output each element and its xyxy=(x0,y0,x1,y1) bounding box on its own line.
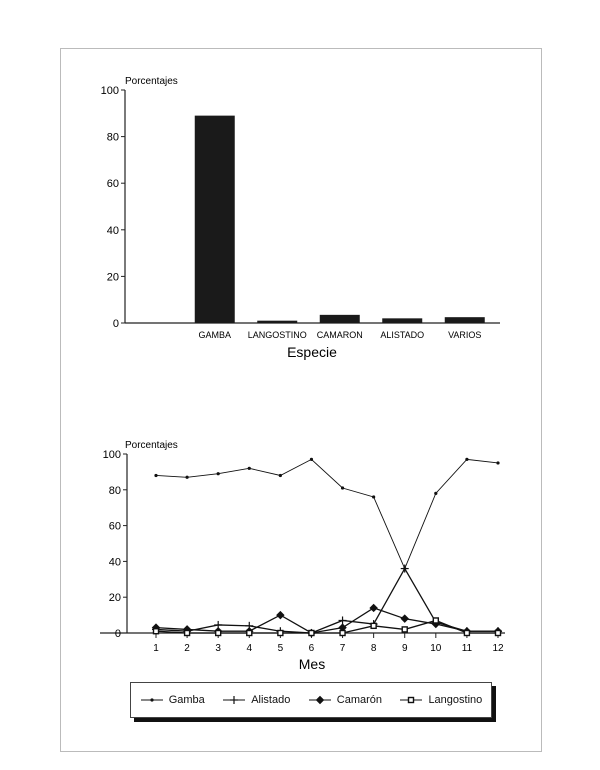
data-point-langostino xyxy=(339,629,346,637)
legend-swatch-icon xyxy=(223,696,246,704)
bar-category-label: ALISTADO xyxy=(380,330,424,340)
legend-label: Gamba xyxy=(168,694,205,706)
data-point-langostino xyxy=(432,617,440,624)
data-point-gamba xyxy=(216,472,220,476)
bar-camaron xyxy=(319,314,360,323)
data-point-camarón xyxy=(338,623,347,632)
legend-marker xyxy=(150,698,154,702)
legend-label: Langostino xyxy=(428,694,483,706)
data-point-langostino xyxy=(214,629,222,637)
line-y-tick-label: 100 xyxy=(103,449,121,461)
data-point-gamba xyxy=(309,457,314,461)
data-point-gamba xyxy=(496,461,500,465)
legend-swatch-icon xyxy=(400,696,423,704)
series-line-langostino xyxy=(155,619,498,634)
legend-swatch-icon xyxy=(308,695,331,705)
data-point-langostino xyxy=(246,629,253,637)
bar-category-label: VARIOS xyxy=(448,330,481,340)
bar-y-tick-label: 80 xyxy=(107,132,119,144)
legend-swatch-icon xyxy=(140,698,163,702)
line-x-axis-label: Mes xyxy=(299,656,325,672)
data-point-langostino xyxy=(277,629,284,637)
legend-label: Camarón xyxy=(336,694,383,706)
line-chart-legend: Gamba Alistado Camarón Langostino xyxy=(130,682,492,718)
bar-category-label: GAMBA xyxy=(198,330,231,340)
line-x-tick-label: 7 xyxy=(340,643,346,654)
bar-y-axis-label: Porcentajes xyxy=(125,76,178,87)
line-y-tick-label: 80 xyxy=(109,485,121,497)
bar-langostino xyxy=(257,320,298,323)
data-point-gamba xyxy=(278,473,282,478)
bar-y-tick-label: 20 xyxy=(107,271,119,283)
legend-item: Alistado xyxy=(222,694,290,706)
legend-item: Langostino xyxy=(399,694,482,706)
line-y-tick-label: 60 xyxy=(109,521,121,533)
data-point-langostino xyxy=(463,629,471,637)
data-point-langostino xyxy=(152,628,160,635)
page-frame xyxy=(60,48,542,752)
legend-label: Alistado xyxy=(251,694,291,706)
bar-y-tick-label: 60 xyxy=(107,178,119,190)
bar-gamba xyxy=(194,115,235,323)
line-x-tick-label: 11 xyxy=(462,643,473,654)
line-x-tick-label: 1 xyxy=(153,643,159,654)
line-x-tick-label: 10 xyxy=(430,643,442,654)
line-y-axis-label: Porcentajes xyxy=(125,440,178,451)
line-y-tick-label: 0 xyxy=(115,628,121,640)
line-x-tick-label: 3 xyxy=(215,643,221,654)
data-point-camarón xyxy=(400,614,409,623)
data-point-gamba xyxy=(185,475,189,479)
bar-varios xyxy=(444,317,485,323)
data-point-gamba xyxy=(154,473,158,478)
bar-y-tick-label: 0 xyxy=(113,318,119,330)
data-point-langostino xyxy=(308,629,315,637)
data-point-gamba xyxy=(434,491,438,495)
data-point-camarón xyxy=(369,603,378,613)
data-point-camarón xyxy=(276,610,285,620)
bar-y-tick-label: 100 xyxy=(101,85,119,97)
line-x-tick-label: 6 xyxy=(309,643,315,654)
legend-marker xyxy=(408,696,415,704)
line-x-tick-label: 8 xyxy=(371,643,377,654)
data-point-langostino xyxy=(183,629,191,637)
line-x-tick-label: 9 xyxy=(402,643,408,654)
bar-y-tick-label: 40 xyxy=(107,225,119,237)
line-y-tick-label: 20 xyxy=(109,592,121,604)
bar-category-label: CAMARON xyxy=(317,330,363,340)
data-point-gamba xyxy=(372,495,376,499)
line-x-tick-label: 12 xyxy=(492,643,504,654)
series-line-gamba xyxy=(155,458,499,570)
legend-item: Camarón xyxy=(308,694,382,706)
legend-marker xyxy=(315,695,325,705)
data-point-gamba xyxy=(247,466,251,470)
bar-alistado xyxy=(382,318,423,323)
line-x-tick-label: 4 xyxy=(246,643,252,654)
data-point-langostino xyxy=(494,629,502,637)
series-line-alistado xyxy=(155,567,498,634)
data-point-gamba xyxy=(465,457,469,461)
bar-x-axis-label: Especie xyxy=(287,344,337,360)
data-point-gamba xyxy=(340,486,345,490)
line-y-tick-label: 40 xyxy=(109,556,121,568)
data-point-langostino xyxy=(370,622,377,630)
line-x-tick-label: 5 xyxy=(278,643,284,654)
series-line-camarón xyxy=(155,607,498,634)
bar-category-label: LANGOSTINO xyxy=(248,330,307,340)
data-point-langostino xyxy=(401,626,408,633)
line-x-tick-label: 2 xyxy=(184,643,190,654)
legend-item: Gamba xyxy=(140,694,205,706)
